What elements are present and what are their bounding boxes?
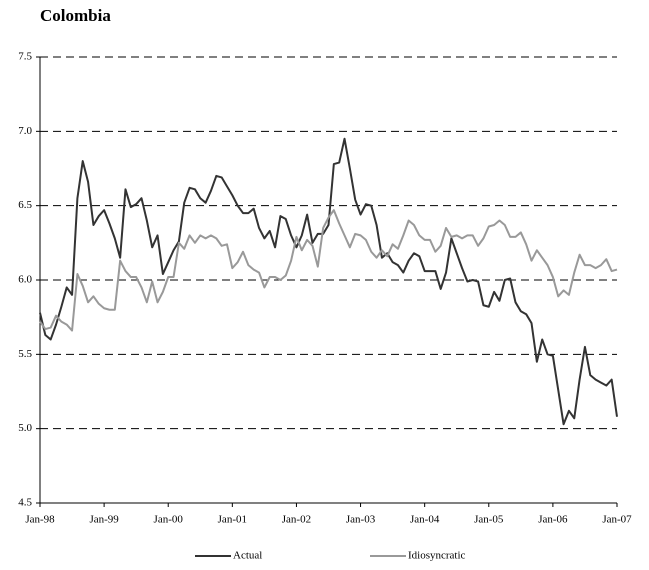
y-tick-label: 4.5 <box>18 497 32 509</box>
x-tick-label: Jan-01 <box>218 514 247 526</box>
legend-label: Idiosyncratic <box>408 550 466 562</box>
x-tick-label: Jan-07 <box>602 514 632 526</box>
x-tick-label: Jan-03 <box>346 514 376 526</box>
x-tick-label: Jan-00 <box>154 514 184 526</box>
y-tick-label: 6.5 <box>18 199 32 211</box>
y-tick-label: 5.5 <box>18 348 32 360</box>
x-tick-label: Jan-06 <box>538 514 568 526</box>
x-tick-label: Jan-98 <box>25 514 55 526</box>
x-tick-label: Jan-99 <box>89 514 119 526</box>
chart-title: Colombia <box>40 6 111 25</box>
x-tick-label: Jan-05 <box>474 514 504 526</box>
legend-label: Actual <box>233 550 262 562</box>
y-tick-label: 6.0 <box>18 274 32 286</box>
y-tick-label: 5.0 <box>18 422 32 434</box>
data-line <box>39 137 618 426</box>
x-tick-label: Jan-04 <box>410 514 440 526</box>
y-tick-label: 7.5 <box>18 51 32 63</box>
x-tick-label: Jan-02 <box>282 514 311 526</box>
y-tick-label: 7.0 <box>18 125 32 137</box>
data-line <box>39 209 618 332</box>
